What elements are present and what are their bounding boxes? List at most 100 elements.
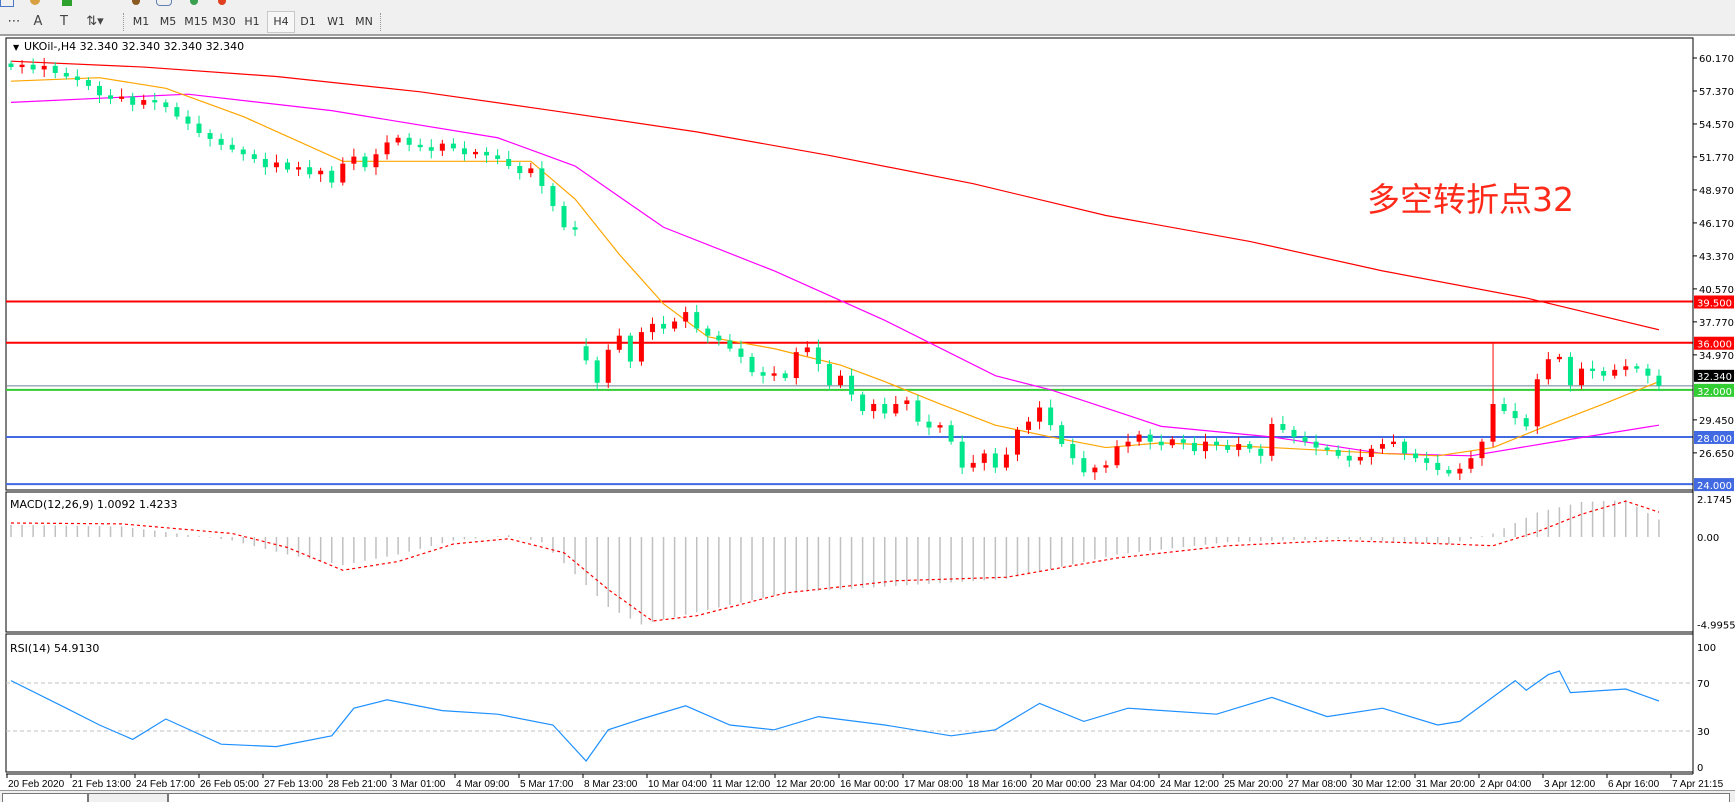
candle-body bbox=[782, 373, 788, 379]
price-tick-label: 40.570 bbox=[1699, 285, 1734, 296]
candle-body bbox=[329, 170, 335, 183]
candle-body bbox=[417, 144, 423, 148]
symbol-info: UKOil-,H4 32.340 32.340 32.340 32.340 bbox=[24, 40, 244, 53]
zoom-icon[interactable] bbox=[30, 0, 40, 5]
candle-body bbox=[1037, 407, 1043, 422]
candle-body bbox=[1059, 425, 1065, 445]
timeframe-mn-button[interactable]: MN bbox=[355, 15, 373, 28]
price-tick-label: 46.170 bbox=[1699, 219, 1734, 230]
timeframe-w1-button[interactable]: W1 bbox=[327, 15, 345, 28]
candle-body bbox=[1424, 458, 1430, 463]
rsi-tick-label: 0 bbox=[1697, 763, 1703, 774]
text-label-icon[interactable]: T bbox=[60, 14, 68, 29]
time-tick-label: 24 Mar 12:00 bbox=[1160, 779, 1219, 790]
candle-body bbox=[605, 349, 611, 383]
candle-body bbox=[583, 346, 589, 361]
candle-body bbox=[1357, 456, 1363, 461]
new-order-icon[interactable] bbox=[62, 0, 72, 6]
candle-body bbox=[285, 162, 290, 170]
current-price-badge bbox=[1694, 369, 1734, 382]
candle-body bbox=[1014, 429, 1020, 455]
candle-body bbox=[384, 142, 390, 155]
candle-body bbox=[1656, 375, 1662, 386]
level-label: 32.000 bbox=[1697, 387, 1732, 398]
candle-body bbox=[1269, 424, 1275, 456]
candle-body bbox=[307, 167, 313, 175]
price-tick-label: 48.970 bbox=[1699, 186, 1734, 197]
chart-tab[interactable] bbox=[168, 793, 1730, 802]
timeframe-d1-button[interactable]: D1 bbox=[300, 15, 316, 28]
candle-body bbox=[727, 340, 733, 349]
candle-body bbox=[119, 96, 125, 99]
candle-body bbox=[495, 155, 501, 159]
candle-body bbox=[1169, 439, 1175, 446]
arrows-icon[interactable]: ⇅▾ bbox=[86, 14, 104, 29]
text-icon[interactable]: A bbox=[33, 14, 43, 29]
candle-body bbox=[74, 76, 80, 81]
macd-signal-line bbox=[10, 500, 1660, 622]
moving-average-line bbox=[10, 60, 1660, 331]
chart-window[interactable]: 60.170 57.370 54.570 51.770 48.970 46.170 43.3… bbox=[0, 36, 1735, 790]
price-tick-label: 60.170 bbox=[1699, 54, 1734, 65]
candle-body bbox=[461, 148, 467, 155]
timeframe-m5-button[interactable]: M5 bbox=[159, 15, 177, 28]
candle-body bbox=[1501, 403, 1507, 412]
candle-body bbox=[1158, 441, 1164, 446]
candle-body bbox=[760, 372, 766, 376]
candle-body bbox=[1070, 444, 1076, 459]
toolbar-icon[interactable] bbox=[132, 0, 140, 5]
candle-body bbox=[649, 323, 655, 333]
candle-body bbox=[860, 394, 866, 412]
candle-body bbox=[871, 403, 877, 412]
timeframe-h1-button[interactable]: H1 bbox=[244, 15, 260, 28]
level-label: 28.000 bbox=[1697, 434, 1732, 445]
candle-body bbox=[517, 166, 523, 174]
candle-body bbox=[273, 162, 279, 168]
candle-body bbox=[30, 64, 36, 70]
candle-body bbox=[395, 137, 401, 143]
candle-body bbox=[218, 138, 224, 145]
chart-tab[interactable] bbox=[2, 793, 88, 802]
candle-body bbox=[638, 332, 644, 362]
macd-tick-label: 2.1745 bbox=[1697, 495, 1732, 506]
price-tick-label: 37.770 bbox=[1699, 318, 1734, 329]
time-tick-label: 21 Feb 13:00 bbox=[72, 779, 131, 790]
candle-body bbox=[1479, 441, 1485, 459]
candle-body bbox=[738, 348, 744, 357]
candle-body bbox=[1579, 368, 1585, 386]
candle-body bbox=[428, 147, 434, 151]
candle-body bbox=[240, 149, 246, 155]
macd-tick-label: 0.00 bbox=[1697, 533, 1719, 544]
grid-icon[interactable]: ⋯ bbox=[7, 14, 21, 29]
toolbar-icon[interactable] bbox=[190, 0, 198, 5]
toolbar-icon-partial[interactable] bbox=[0, 0, 14, 7]
chart-tab[interactable] bbox=[88, 793, 168, 802]
timeframe-m30-button[interactable]: M30 bbox=[212, 15, 236, 28]
toolbar-icon[interactable] bbox=[156, 0, 172, 6]
main-panel bbox=[5, 37, 1694, 491]
level-label: 39.500 bbox=[1697, 298, 1732, 309]
timeframe-m1-button[interactable]: M1 bbox=[132, 15, 150, 28]
candle-body bbox=[1534, 379, 1540, 427]
candle-body bbox=[1136, 434, 1142, 442]
time-tick-label: 24 Feb 17:00 bbox=[136, 779, 195, 790]
time-tick-label: 10 Mar 04:00 bbox=[648, 779, 707, 790]
time-tick-label: 23 Mar 04:00 bbox=[1096, 779, 1155, 790]
candle-body bbox=[1545, 359, 1551, 380]
candle-body bbox=[251, 154, 257, 159]
collapse-triangle-icon[interactable]: ▼ bbox=[13, 43, 20, 52]
candle-body bbox=[826, 363, 832, 386]
candle-body bbox=[694, 312, 700, 329]
candle-body bbox=[1468, 458, 1474, 469]
rsi-line bbox=[10, 670, 1660, 762]
toolbar-icon[interactable] bbox=[218, 0, 226, 5]
candle-body bbox=[1313, 441, 1319, 448]
candle-body bbox=[937, 425, 943, 428]
timeframe-m15-button[interactable]: M15 bbox=[184, 15, 208, 28]
timeframe-h4-button[interactable]: H4 bbox=[267, 11, 295, 33]
chart-canvas[interactable]: 60.170 57.370 54.570 51.770 48.970 46.170 43.3… bbox=[0, 36, 1735, 790]
candle-body bbox=[1247, 444, 1253, 449]
candle-body bbox=[572, 227, 578, 230]
time-tick-label: 6 Apr 16:00 bbox=[1608, 779, 1660, 790]
candle-body bbox=[893, 403, 899, 414]
